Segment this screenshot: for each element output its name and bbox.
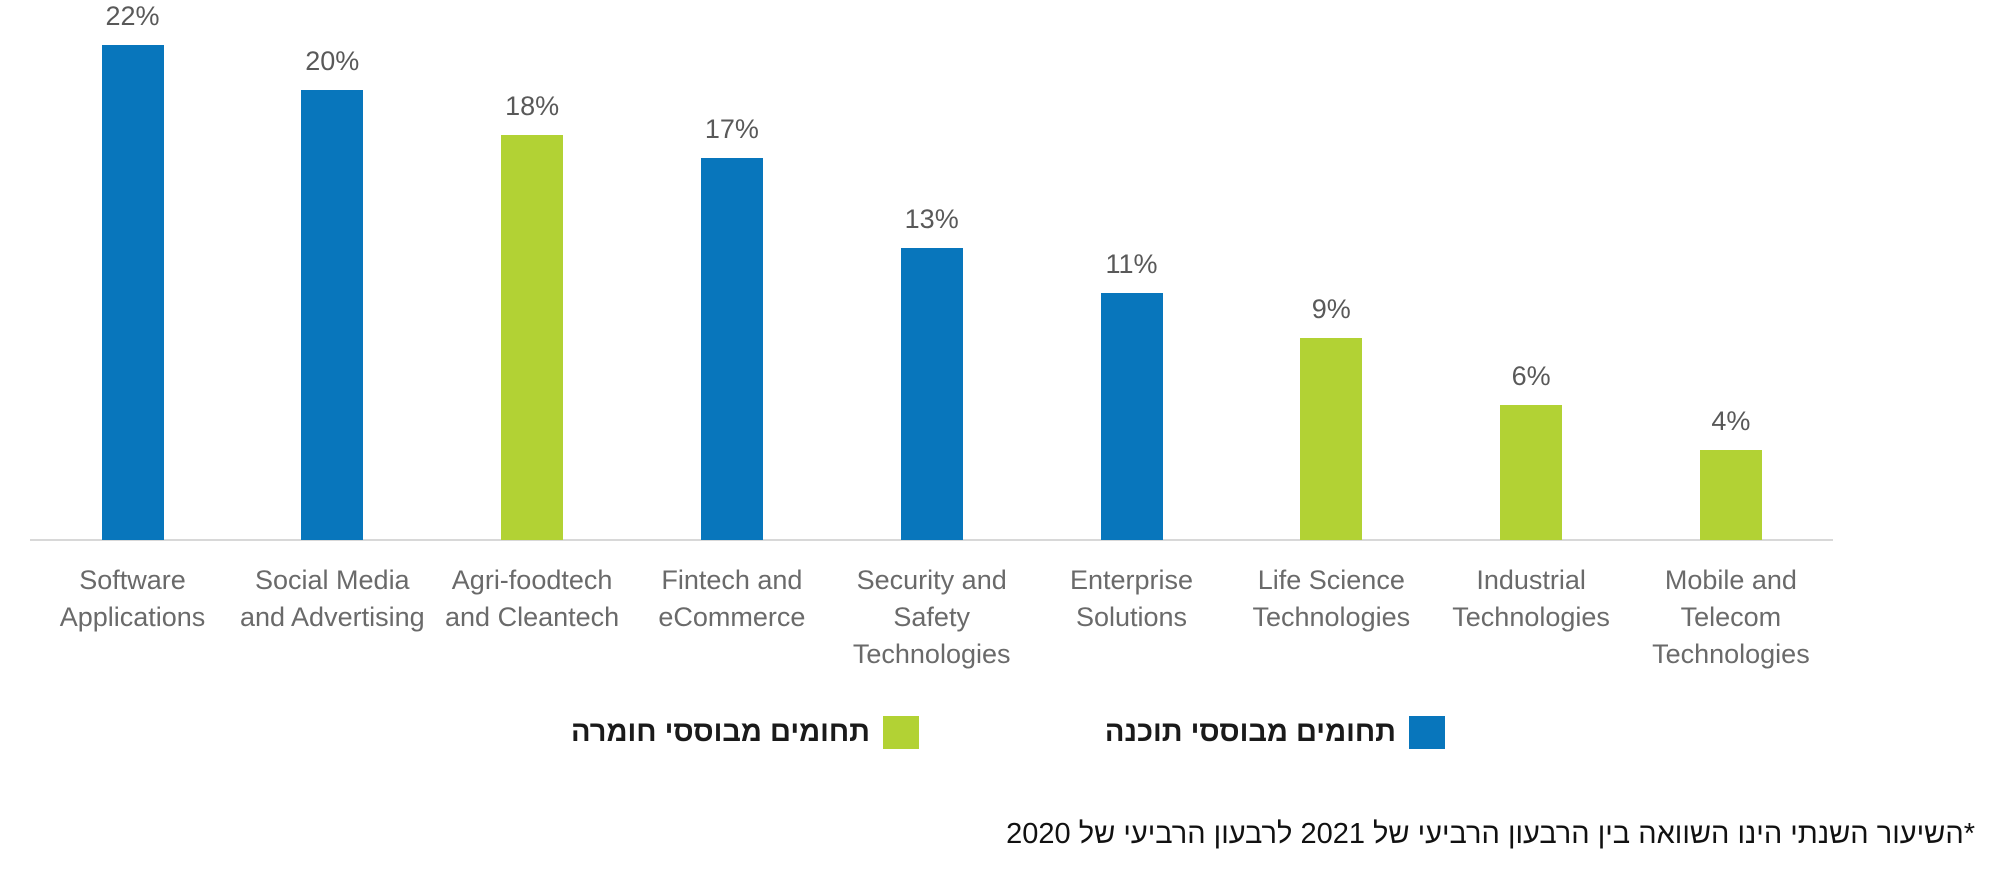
axis-category-label: Mobile and Telecom Technologies bbox=[1652, 565, 1810, 669]
bar-value-label: 4% bbox=[1711, 406, 1751, 436]
bar-value-label: 6% bbox=[1511, 361, 1551, 391]
bar-value-label: 22% bbox=[105, 1, 160, 31]
axis-category-label: Industrial Technologies bbox=[1452, 565, 1610, 632]
bar-value-label: 9% bbox=[1311, 293, 1351, 324]
legend-item-software: תחומים מבוססי תוכנה bbox=[1105, 710, 1445, 754]
bar-value-label: 18% bbox=[505, 91, 560, 121]
legend-swatch-hardware bbox=[883, 715, 919, 749]
footnote: *השיעור השנתי הינו השוואה בין הרבעון הרב… bbox=[1006, 818, 1975, 850]
bar-value-label: 11% bbox=[1105, 248, 1158, 279]
bar-social-media-and-advertising bbox=[301, 90, 364, 540]
bar-mobile-and-telecom-technologies bbox=[1699, 450, 1762, 540]
bar-value-label: 13% bbox=[904, 203, 959, 234]
axis-category-label: Software Applications bbox=[59, 565, 206, 632]
axis-category-label: Social Media and Advertising bbox=[239, 565, 425, 632]
axis-category-label: Enterprise Solutions bbox=[1069, 565, 1194, 632]
bar-fintech-and-ecommerce bbox=[700, 157, 763, 540]
axis-category-label: Security and Safety Technologies bbox=[852, 565, 1011, 669]
legend-swatch-software bbox=[1409, 715, 1445, 749]
axis-category-label: Life Science Technologies bbox=[1252, 565, 1411, 632]
axis-category-label: Agri-foodtech and Cleantech bbox=[445, 565, 620, 632]
bar-software-applications bbox=[101, 45, 164, 540]
bar-agri-foodtech-and-cleantech bbox=[501, 135, 564, 540]
legend-item-hardware: תחומים מבוססי חומרה bbox=[571, 710, 919, 754]
legend-label-software: תחומים מבוססי תוכנה bbox=[1104, 715, 1396, 748]
x-axis-line bbox=[30, 539, 1833, 541]
axis-category-label: Fintech and eCommerce bbox=[658, 565, 806, 632]
bar-value-label: 20% bbox=[305, 46, 360, 76]
legend-label-hardware: תחומים מבוססי חומרה bbox=[571, 715, 870, 748]
bar-security-and-safety-technologies bbox=[900, 247, 963, 540]
bar-value-label: 17% bbox=[704, 113, 759, 144]
bar-enterprise-solutions bbox=[1100, 292, 1163, 540]
bar-industrial-technologies bbox=[1500, 405, 1563, 540]
bar-life-science-technologies bbox=[1300, 337, 1363, 540]
